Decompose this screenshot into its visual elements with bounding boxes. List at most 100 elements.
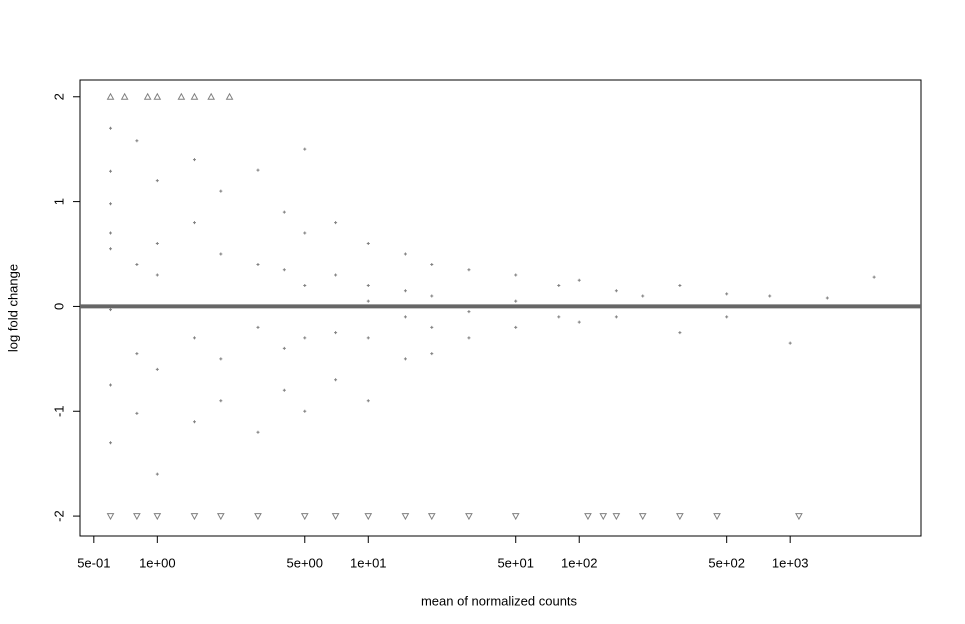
point — [109, 169, 113, 173]
point — [177, 92, 186, 100]
point — [143, 92, 152, 100]
point — [465, 513, 473, 521]
point — [430, 352, 434, 356]
point — [254, 513, 262, 521]
point — [584, 513, 592, 521]
point — [207, 92, 216, 100]
point — [190, 513, 199, 521]
point — [109, 202, 113, 206]
point — [825, 296, 829, 300]
point — [788, 341, 792, 345]
x-tick-label: 5e-01 — [77, 555, 110, 570]
point — [256, 262, 260, 266]
point — [334, 331, 338, 335]
point — [403, 252, 407, 256]
point — [403, 289, 407, 293]
point — [366, 299, 370, 303]
point — [109, 383, 113, 387]
y-tick-label: -1 — [51, 405, 66, 417]
point — [135, 352, 139, 356]
x-tick-label: 1e+01 — [350, 555, 387, 570]
point — [256, 325, 260, 329]
point — [401, 513, 410, 521]
point — [256, 168, 260, 172]
point — [155, 273, 159, 277]
point — [192, 420, 196, 424]
point — [366, 336, 370, 340]
point — [638, 513, 647, 521]
point — [109, 231, 113, 235]
point — [678, 283, 682, 287]
point — [427, 513, 436, 521]
point — [109, 441, 113, 445]
point — [282, 268, 286, 272]
point — [467, 268, 471, 272]
y-tick-label: 1 — [51, 198, 66, 205]
point — [514, 325, 518, 329]
point — [153, 92, 162, 100]
x-axis-label: mean of normalized counts — [421, 593, 578, 608]
point — [109, 247, 113, 251]
x-tick-label: 5e+01 — [497, 555, 534, 570]
point — [219, 357, 223, 361]
point — [511, 513, 520, 521]
point — [155, 367, 159, 371]
point — [577, 320, 581, 324]
point — [225, 92, 234, 100]
point — [872, 275, 876, 279]
point — [599, 513, 608, 521]
point — [514, 273, 518, 277]
point — [366, 242, 370, 246]
point — [135, 262, 139, 266]
y-axis-label: log fold change — [5, 264, 20, 352]
point — [109, 308, 113, 312]
point — [514, 299, 518, 303]
y-tick-label: 0 — [51, 303, 66, 310]
point — [557, 283, 561, 287]
point — [192, 336, 196, 340]
point — [403, 315, 407, 319]
point — [303, 336, 307, 340]
point — [155, 242, 159, 246]
point — [430, 262, 434, 266]
point — [467, 336, 471, 340]
point — [303, 231, 307, 235]
y-tick-label: -2 — [51, 510, 66, 522]
point — [219, 189, 223, 193]
point — [366, 283, 370, 287]
point — [282, 346, 286, 350]
x-tick-label: 1e+03 — [772, 555, 809, 570]
point — [155, 472, 159, 476]
point — [190, 92, 199, 100]
point — [641, 294, 645, 298]
point — [467, 310, 471, 314]
point — [678, 331, 682, 335]
point — [106, 92, 115, 100]
point — [713, 513, 721, 521]
x-tick-label: 1e+02 — [561, 555, 598, 570]
point — [192, 158, 196, 162]
point — [303, 283, 307, 287]
point — [612, 513, 621, 521]
point — [795, 513, 803, 521]
point — [133, 513, 141, 521]
point — [216, 513, 225, 521]
point — [364, 513, 373, 521]
point — [303, 147, 307, 151]
point — [676, 513, 684, 521]
point — [303, 409, 307, 413]
point — [155, 179, 159, 183]
point — [219, 399, 223, 403]
point — [153, 513, 162, 521]
point — [219, 252, 223, 256]
y-tick-label: 2 — [51, 93, 66, 100]
point — [106, 513, 115, 521]
point — [120, 92, 129, 100]
x-tick-label: 1e+00 — [139, 555, 176, 570]
point — [725, 292, 729, 296]
point — [300, 513, 309, 521]
point — [331, 513, 340, 521]
x-tick-label: 5e+00 — [287, 555, 324, 570]
